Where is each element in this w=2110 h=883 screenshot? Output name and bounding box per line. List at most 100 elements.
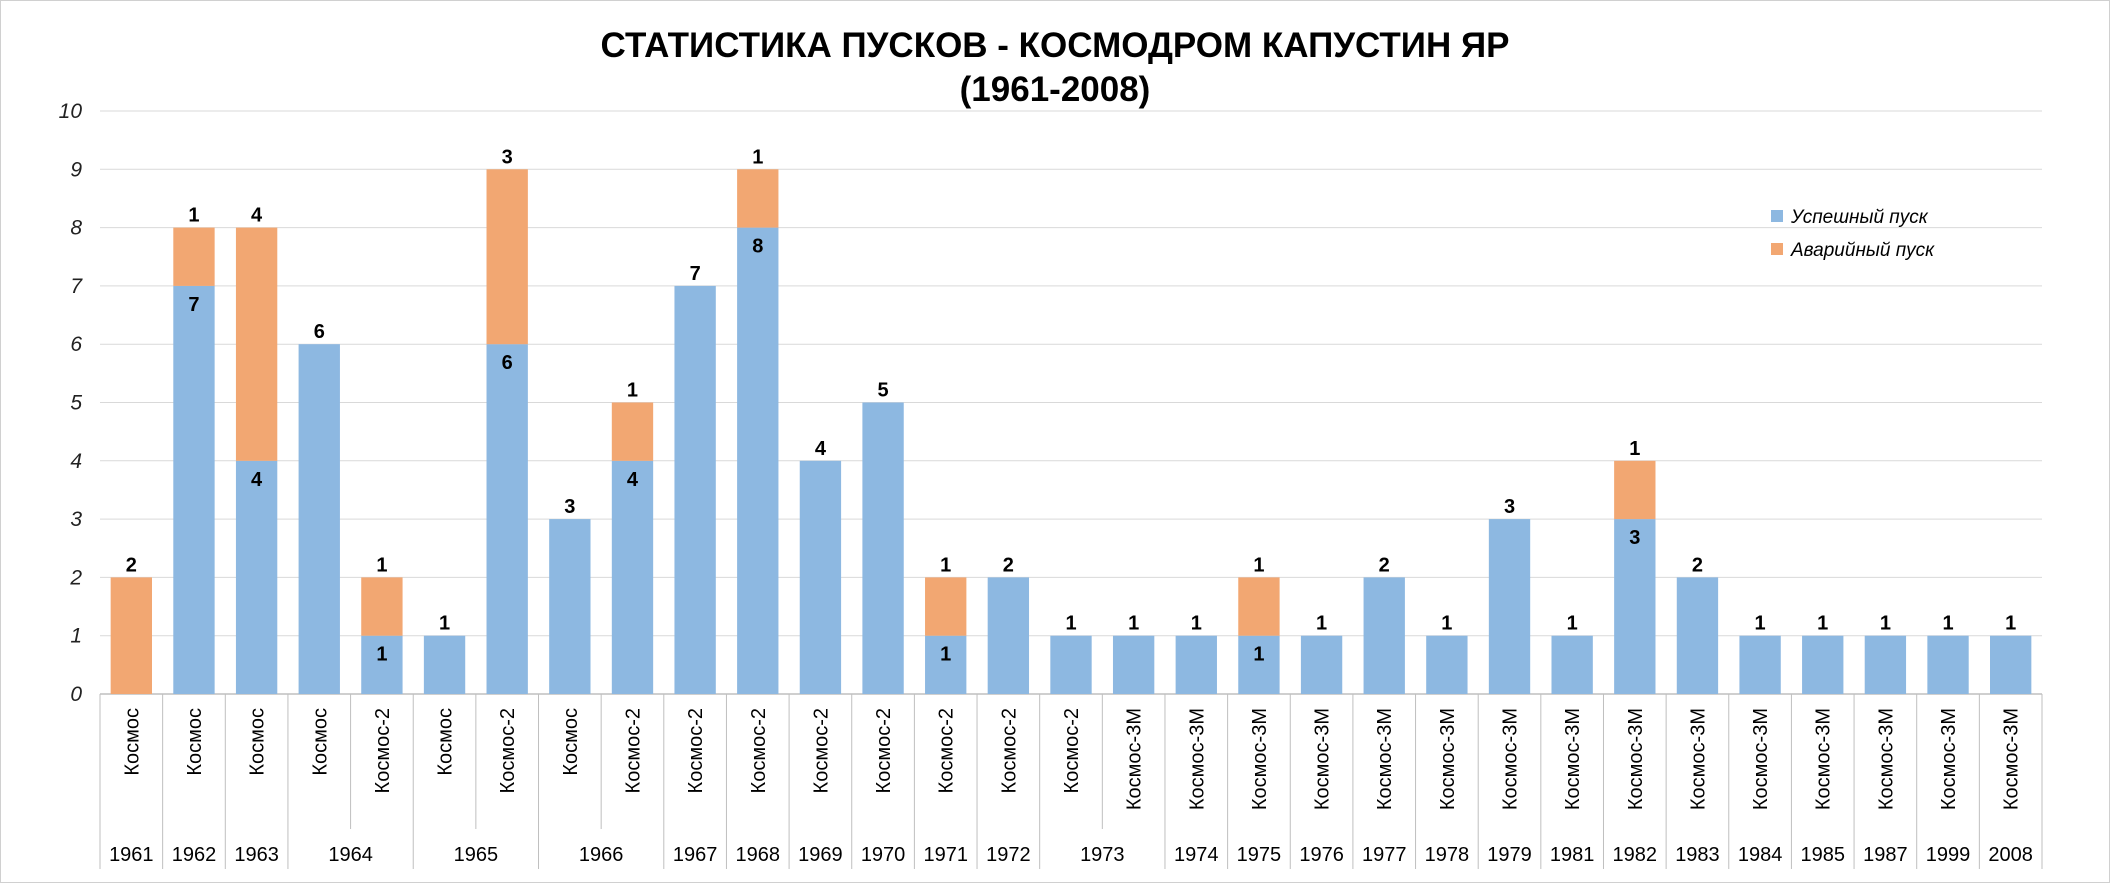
data-label-success: 1 xyxy=(1567,613,1578,635)
category-label: Космос-2 xyxy=(1061,708,1083,793)
category-label: Космос xyxy=(435,708,457,776)
category-label: Космос-2 xyxy=(685,708,707,793)
data-label-success: 1 xyxy=(1191,613,1202,635)
year-label: 1979 xyxy=(1487,844,1532,866)
category-label: Космос-3М xyxy=(1500,708,1522,810)
y-tick-label: 4 xyxy=(70,450,82,473)
y-tick-label: 10 xyxy=(59,100,83,123)
year-label: 1987 xyxy=(1863,844,1908,866)
data-label-success: 1 xyxy=(376,644,387,666)
bar-success xyxy=(611,460,654,694)
data-label-success: 3 xyxy=(564,496,575,518)
category-label: Космос-3М xyxy=(1437,708,1459,810)
year-label: 1971 xyxy=(923,844,968,866)
bar-success xyxy=(1238,635,1280,694)
y-tick-label: 8 xyxy=(70,217,82,240)
year-label: 1983 xyxy=(1675,844,1720,866)
bar-success xyxy=(1990,635,2032,694)
category-label: Космос-3М xyxy=(1374,708,1396,810)
bar-success xyxy=(1488,519,1531,694)
data-label-success: 3 xyxy=(1629,527,1640,549)
bar-failure xyxy=(235,227,278,461)
bar-success xyxy=(925,635,967,694)
bar-success xyxy=(1927,635,1969,694)
year-label: 1970 xyxy=(861,844,906,866)
data-label-success: 3 xyxy=(1504,496,1515,518)
bar-success xyxy=(1426,635,1468,694)
data-label-success: 4 xyxy=(251,469,263,491)
category-label: Космос-2 xyxy=(998,708,1020,793)
data-label-success: 2 xyxy=(1003,554,1014,576)
year-label: 1965 xyxy=(454,844,499,866)
data-label-failure: 1 xyxy=(1253,554,1264,576)
bar-success xyxy=(361,635,403,694)
y-tick-label: 3 xyxy=(70,508,82,531)
category-label: Космос-3М xyxy=(1875,708,1897,810)
data-label-success: 8 xyxy=(752,236,763,258)
category-label: Космос xyxy=(560,708,582,776)
legend-swatch-failure xyxy=(1771,243,1783,255)
bar-success xyxy=(235,460,278,694)
chart-title-block: СТАТИСТИКА ПУСКОВ - КОСМОДРОМ КАПУСТИН Я… xyxy=(0,24,2110,112)
bar-success xyxy=(674,285,716,694)
category-label: Космос xyxy=(247,708,269,776)
year-label: 1969 xyxy=(798,844,843,866)
category-label: Космос-2 xyxy=(372,708,394,793)
category-label: Космос-3М xyxy=(1186,708,1208,810)
category-label: Космос-3М xyxy=(1625,708,1647,810)
bar-failure xyxy=(486,169,528,345)
data-label-failure: 1 xyxy=(1629,438,1640,460)
category-label: Космос xyxy=(309,708,331,776)
category-label: Космос-3М xyxy=(1249,708,1271,810)
bar-success xyxy=(799,460,842,694)
bar-success xyxy=(1175,635,1217,694)
bar-failure xyxy=(1238,577,1280,636)
bar-success xyxy=(1112,635,1155,694)
bar-success xyxy=(1300,635,1343,694)
data-label-failure: 1 xyxy=(627,380,638,402)
data-label-success: 1 xyxy=(1755,613,1766,635)
year-label: 1964 xyxy=(328,844,373,866)
data-label-success: 4 xyxy=(815,438,827,460)
bar-success xyxy=(173,285,215,694)
bar-failure xyxy=(361,577,403,636)
chart-subtitle: (1961-2008) xyxy=(959,70,1151,109)
year-label: 1968 xyxy=(736,844,781,866)
data-label-success: 6 xyxy=(502,352,513,374)
bar-success xyxy=(1676,577,1719,694)
category-label: Космос-3М xyxy=(1124,708,1146,810)
data-label-success: 1 xyxy=(1942,613,1953,635)
bar-failure xyxy=(1614,460,1656,520)
data-label-failure: 2 xyxy=(126,554,137,576)
year-label: 1999 xyxy=(1926,844,1971,866)
bar-failure xyxy=(173,227,215,286)
data-label-failure: 1 xyxy=(940,554,951,576)
bar-success xyxy=(549,519,591,694)
year-label: 1974 xyxy=(1174,844,1219,866)
data-label-success: 6 xyxy=(314,321,325,343)
bar-success xyxy=(987,577,1030,694)
data-label-success: 2 xyxy=(1379,554,1390,576)
bar-success xyxy=(298,344,340,694)
y-tick-label: 5 xyxy=(70,392,82,415)
data-label-failure: 4 xyxy=(251,205,263,227)
data-label-failure: 1 xyxy=(188,205,199,227)
category-label: Космос xyxy=(184,708,206,776)
data-label-success: 4 xyxy=(627,469,639,491)
bar-success xyxy=(486,344,528,694)
data-label-success: 1 xyxy=(1065,613,1076,635)
data-label-success: 1 xyxy=(1316,613,1327,635)
year-label: 1984 xyxy=(1738,844,1783,866)
bar-success xyxy=(1739,635,1781,694)
data-label-failure: 1 xyxy=(752,146,763,168)
year-label: 1961 xyxy=(109,844,154,866)
category-label: Космос-3М xyxy=(1312,708,1334,810)
year-label: 1985 xyxy=(1800,844,1845,866)
category-label: Космос-3М xyxy=(1562,708,1584,810)
bar-success xyxy=(1050,635,1092,694)
category-label: Космос-3М xyxy=(1687,708,1709,810)
category-label: Космос xyxy=(121,708,143,776)
data-label-success: 1 xyxy=(1441,613,1452,635)
legend-label-failure: Аварийный пуск xyxy=(1790,240,1935,261)
